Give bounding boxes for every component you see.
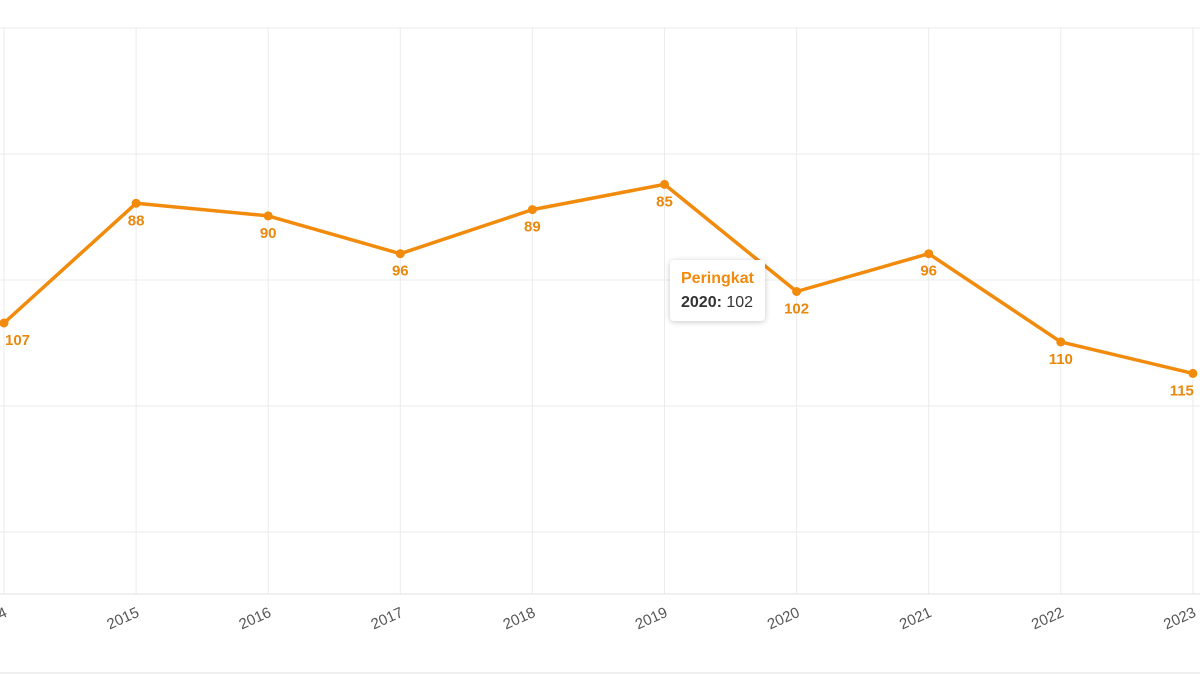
data-label: 85 xyxy=(656,193,673,210)
data-label: 96 xyxy=(920,263,937,280)
x-tick-label: 2016 xyxy=(236,604,273,633)
data-label: 107 xyxy=(5,332,30,349)
x-tick-label: 2021 xyxy=(897,604,934,633)
data-label: 102 xyxy=(784,301,809,318)
data-point xyxy=(527,205,537,215)
data-point xyxy=(660,179,669,189)
tooltip-key: 2020: xyxy=(681,294,722,311)
x-tick-label: 2020 xyxy=(765,604,802,633)
x-tick-label: 2015 xyxy=(104,604,141,633)
data-label: 115 xyxy=(1170,382,1194,399)
x-tick-label: 2017 xyxy=(369,604,406,633)
tooltip: Peringkat 2020: 102 xyxy=(670,260,765,321)
data-label: 96 xyxy=(392,263,409,280)
x-tick-label: 2018 xyxy=(501,604,538,633)
x-tick-label: 2014 xyxy=(0,604,10,633)
series-line xyxy=(2,182,1195,376)
tooltip-title: Peringkat xyxy=(681,270,754,287)
data-point xyxy=(0,318,9,328)
data-point xyxy=(1056,337,1066,347)
data-point xyxy=(1188,368,1198,378)
data-label: 110 xyxy=(1049,351,1073,368)
data-point xyxy=(395,249,405,259)
x-tick-label: 2022 xyxy=(1029,604,1066,633)
data-point xyxy=(131,198,141,208)
tooltip-value: 102 xyxy=(726,294,754,311)
x-tick-label: 2019 xyxy=(633,604,670,633)
tooltip-row: 2020: 102 xyxy=(681,294,754,312)
data-point xyxy=(263,211,273,221)
data-point xyxy=(924,249,934,259)
x-tick-label: 2023 xyxy=(1161,604,1198,633)
data-label: 90 xyxy=(260,225,277,242)
data-label: 89 xyxy=(524,219,541,236)
data-label: 88 xyxy=(128,212,145,229)
data-point xyxy=(792,287,802,296)
